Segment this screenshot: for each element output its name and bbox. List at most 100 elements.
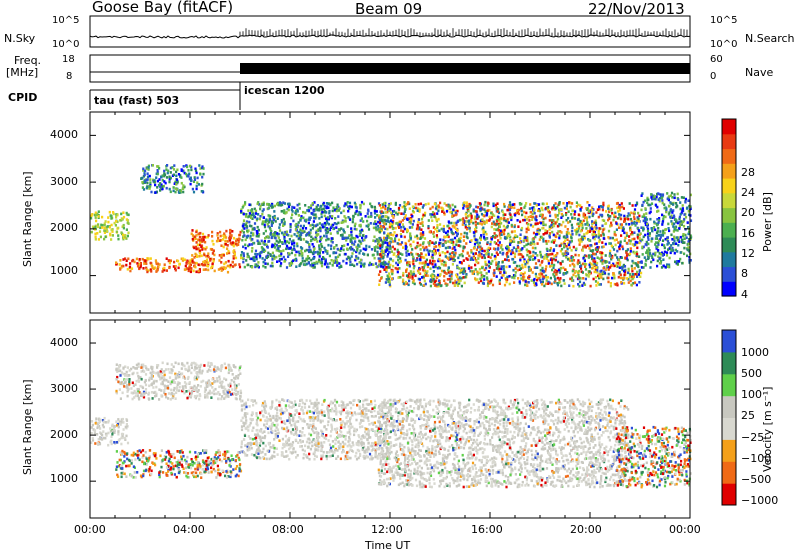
echo-cell <box>463 269 466 273</box>
echo-cell <box>536 222 539 225</box>
echo-cell <box>554 215 557 219</box>
echo-cell <box>357 244 360 247</box>
echo-cell <box>118 420 121 424</box>
echo-cell <box>169 460 172 464</box>
echo-cell <box>541 213 544 217</box>
echo-cell <box>381 203 384 206</box>
echo-cell <box>279 254 282 257</box>
echo-cell <box>610 264 613 268</box>
echo-cell <box>547 240 550 243</box>
echo-cell <box>672 209 675 212</box>
echo-cell <box>444 264 447 267</box>
echo-cell <box>298 230 301 234</box>
echo-cell <box>94 232 97 236</box>
echo-cell <box>276 260 279 263</box>
echo-cell <box>272 244 275 247</box>
echo-cell <box>623 281 626 285</box>
echo-cell <box>428 244 431 247</box>
echo-cell <box>530 241 533 245</box>
echo-cell <box>539 213 542 217</box>
echo-cell <box>117 234 120 237</box>
echo-cell <box>271 251 274 255</box>
echo-cell <box>661 243 664 247</box>
echo-cell <box>526 260 529 263</box>
echo-cell <box>273 233 276 237</box>
velocity-cbar-tick: −100 <box>741 452 772 465</box>
echo-cell <box>577 274 580 277</box>
echo-cell <box>607 236 610 239</box>
echo-cell <box>336 264 339 267</box>
echo-cell <box>422 268 425 272</box>
echo-cell <box>348 258 351 262</box>
echo-cell <box>645 218 649 221</box>
echo-cell <box>579 204 582 207</box>
echo-cell <box>258 233 261 236</box>
echo-cell <box>118 263 121 266</box>
echo-cell <box>161 174 164 177</box>
echo-cell <box>523 271 526 275</box>
echo-cell <box>677 198 680 201</box>
echo-cell <box>533 277 536 281</box>
echo-cell <box>346 225 349 228</box>
echo-cell <box>242 252 245 255</box>
echo-cell <box>276 217 279 220</box>
echo-cell <box>245 221 248 225</box>
echo-cell <box>375 222 378 226</box>
echo-cell <box>443 202 446 205</box>
echo-cell <box>583 259 586 263</box>
echo-cell <box>643 217 646 220</box>
echo-cell <box>602 228 605 231</box>
echo-cell <box>324 258 327 261</box>
echo-cell <box>432 259 435 263</box>
colorbar-frame <box>721 118 737 297</box>
echo-cell <box>487 280 490 283</box>
echo-cell <box>180 257 183 261</box>
echo-cell <box>95 417 98 420</box>
echo-cell <box>326 221 329 225</box>
echo-cell <box>271 215 275 219</box>
echo-cell <box>449 255 453 258</box>
echo-cell <box>591 214 594 218</box>
echo-cell <box>411 215 414 218</box>
echo-cell <box>146 181 149 185</box>
echo-cell <box>482 229 485 232</box>
echo-cell <box>580 224 583 227</box>
echo-cell <box>618 266 621 269</box>
echo-cell <box>607 276 610 280</box>
echo-cell <box>636 235 639 239</box>
freq-tick-bottom: 8 <box>66 71 73 82</box>
echo-cell <box>619 256 622 259</box>
echo-cell <box>635 243 638 246</box>
echo-cell <box>580 206 583 209</box>
echo-cell <box>682 196 685 199</box>
echo-cell <box>674 248 677 252</box>
echo-cell <box>666 243 669 246</box>
echo-cell <box>110 435 113 439</box>
echo-cell <box>665 254 669 257</box>
echo-cell <box>689 259 692 262</box>
echo-cell <box>455 223 458 227</box>
echo-cell <box>596 256 599 259</box>
echo-cell <box>400 241 404 244</box>
echo-cell <box>592 236 595 240</box>
echo-cell <box>242 212 245 216</box>
echo-cell <box>94 211 97 215</box>
echo-cell <box>575 232 578 236</box>
echo-cell <box>570 233 573 237</box>
echo-cell <box>124 234 127 237</box>
echo-cell <box>602 201 605 205</box>
velocity-ytick-2000: 2000 <box>50 428 78 441</box>
echo-cell <box>434 207 438 210</box>
echo-cell <box>165 176 169 179</box>
echo-cell <box>367 215 370 219</box>
echo-cell <box>442 238 445 242</box>
echo-cell <box>126 219 130 222</box>
echo-cell <box>226 240 229 243</box>
echo-cell <box>233 252 236 255</box>
echo-cell <box>463 220 467 223</box>
echo-cell <box>120 464 124 468</box>
echo-cell <box>493 214 496 217</box>
echo-cell <box>503 271 506 274</box>
echo-cell <box>525 243 528 247</box>
echo-cell <box>618 247 621 251</box>
